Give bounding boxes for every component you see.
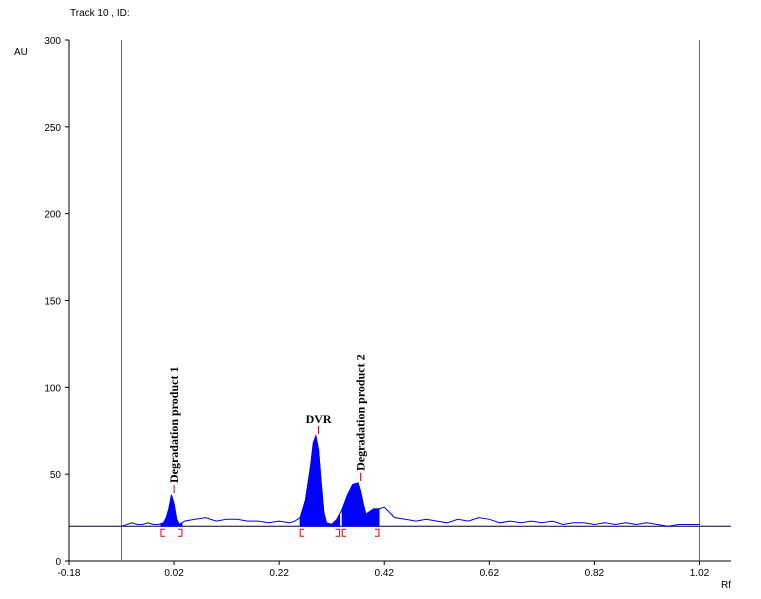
- y-tick-label: 50: [50, 470, 62, 481]
- integration-bracket: [374, 528, 380, 537]
- plot-area: 0 50 100 150 200 250 300 -0.18 0.02 0.22 0.42 0.62 0…: [44, 36, 731, 579]
- integration-bracket: [160, 528, 165, 537]
- integration-bracket: [335, 528, 341, 537]
- y-tick-label: 200: [44, 210, 61, 221]
- peak-area: [341, 482, 380, 527]
- integration-bracket: [299, 528, 305, 537]
- x-tick-label: 1.02: [690, 568, 710, 579]
- chart-title: Track 10 , ID:: [70, 8, 130, 19]
- x-tick-label: 0.82: [585, 568, 605, 579]
- x-tick-label: 0.42: [375, 568, 395, 579]
- y-tick-label: 300: [44, 36, 61, 47]
- peak-label: Degradation product 1: [167, 367, 181, 483]
- integration-bracket: [341, 528, 347, 537]
- x-tick-label: 0.22: [269, 568, 289, 579]
- peak-area: [299, 434, 341, 527]
- integration-bracket: [177, 528, 183, 537]
- x-tick-label: 0.02: [164, 568, 184, 579]
- x-tick-label: -0.18: [58, 568, 81, 579]
- y-tick-label: 100: [44, 383, 61, 394]
- y-tick-label: 150: [44, 297, 61, 308]
- chromatogram-trace: [121, 434, 700, 527]
- x-tick-label: 0.62: [480, 568, 500, 579]
- y-tick-label: 0: [55, 557, 61, 568]
- peak-label: DVR: [306, 412, 332, 426]
- peak-label: Degradation product 2: [354, 354, 368, 470]
- y-axis-title: AU: [14, 47, 28, 58]
- y-tick-label: 250: [44, 123, 61, 134]
- x-axis-title: Rf: [721, 580, 731, 591]
